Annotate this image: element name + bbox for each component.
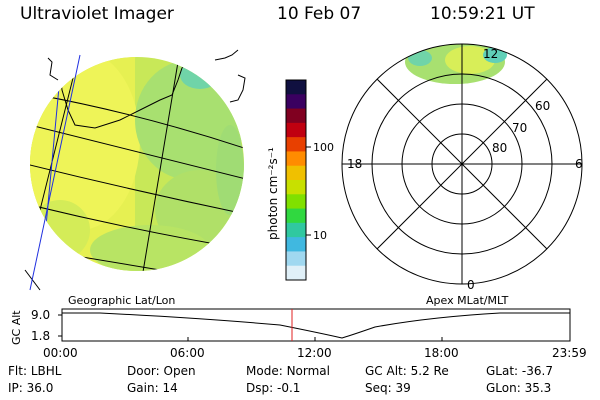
colorbar-segment (286, 151, 306, 167)
colorbar-tick-100: 100 (313, 141, 334, 154)
colorbar-unit-label: photon cm⁻²s⁻¹ (266, 147, 280, 240)
image-time: 10:59:21 UT (430, 4, 535, 24)
status-mode: Mode: Normal (246, 364, 330, 378)
altitude-plot: GC Alt 9.0 1.8 00:00 06:00 12:00 18:00 2… (10, 308, 587, 360)
uv-image-disk (24, 49, 246, 291)
app-title: Ultraviolet Imager (20, 4, 174, 24)
time-tick-0000: 00:00 (43, 346, 78, 360)
status-gc-alt: GC Alt: 5.2 Re (365, 364, 449, 378)
colorbar-segment (286, 122, 306, 138)
altitude-ytick-9: 9.0 (31, 308, 50, 322)
polar-mlt-plot: 12 18 6 0 60 70 80 (341, 43, 583, 292)
status-dsp: Dsp: -0.1 (246, 381, 301, 395)
colorbar-segment (286, 265, 306, 281)
colorbar-segment (286, 137, 306, 152)
right-panel-caption: Apex MLat/MLT (426, 294, 509, 307)
colorbar-segment (286, 194, 306, 210)
mlt-label-18: 18 (347, 157, 362, 171)
altitude-ytick-1-8: 1.8 (31, 329, 50, 343)
mlat-label-80: 80 (492, 141, 507, 155)
colorbar-segment (286, 251, 306, 267)
colorbar-segment (286, 222, 306, 238)
mlt-label-6: 6 (575, 157, 583, 171)
colorbar-segment (286, 108, 306, 124)
colorbar-segment (286, 180, 306, 195)
colorbar-segment (286, 237, 306, 252)
time-tick-1800: 18:00 (424, 346, 459, 360)
status-glon: GLon: 35.3 (486, 381, 552, 395)
status-gain: Gain: 14 (127, 381, 178, 395)
time-tick-1200: 12:00 (297, 346, 332, 360)
mlat-label-60: 60 (535, 99, 550, 113)
image-date: 10 Feb 07 (277, 4, 362, 24)
colorbar-segment (286, 94, 306, 110)
colorbar-segment (286, 208, 306, 224)
status-ip: IP: 36.0 (8, 381, 54, 395)
colorbar-segment (286, 80, 306, 95)
left-panel-caption: Geographic Lat/Lon (68, 294, 175, 307)
colorbar-segment (286, 165, 306, 181)
status-glat: GLat: -36.7 (486, 364, 553, 378)
time-tick-2359: 23:59 (552, 346, 587, 360)
status-seq: Seq: 39 (365, 381, 411, 395)
altitude-ylabel: GC Alt (10, 310, 23, 345)
color-scale-bar (286, 80, 306, 281)
status-filter: Flt: LBHL (8, 364, 62, 378)
mlt-label-0: 0 (467, 278, 475, 292)
mlat-label-70: 70 (512, 121, 527, 135)
mlt-label-12: 12 (483, 47, 498, 61)
status-door: Door: Open (127, 364, 196, 378)
colorbar-tick-10: 10 (313, 229, 327, 242)
time-tick-0600: 06:00 (170, 346, 205, 360)
